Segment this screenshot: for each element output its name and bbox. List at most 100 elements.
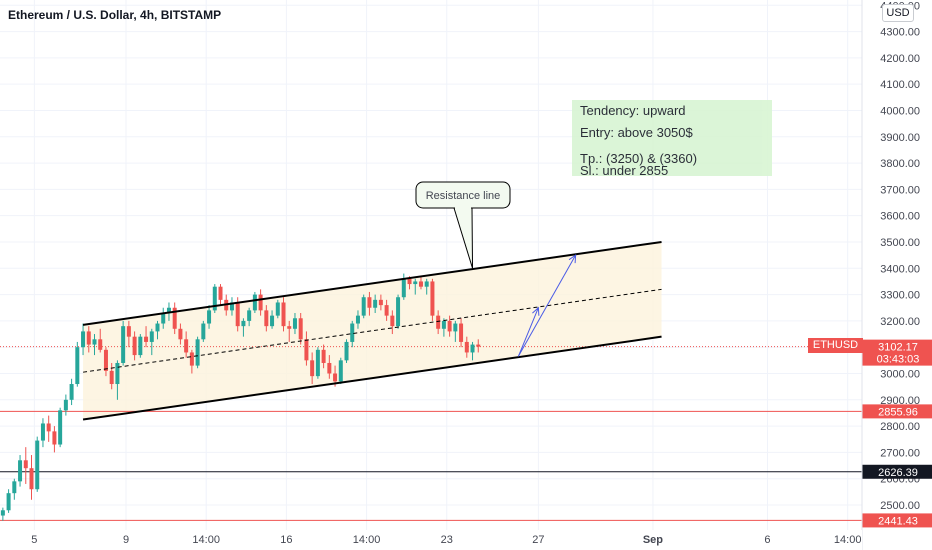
time-tick-label: 14:00 [834,534,862,546]
price-label-bg [862,404,932,419]
candle-body [195,339,200,366]
price-label: 2855.96 [878,406,918,418]
candle-body [453,323,458,332]
note-tp: Tp.: (3250) & (3360) [580,151,698,166]
price-tick-label: 4300.00 [880,27,920,39]
candle-body [436,315,441,329]
trade-plan-note[interactable]: Tendency: upward Entry: above 3050$ Tp.:… [572,100,772,178]
candle-body [252,294,257,311]
candle-body [201,323,206,340]
candle-body [207,310,212,324]
callout-pointer [453,207,474,269]
candle-body [264,310,269,327]
candle-body [396,297,401,327]
candle-body [35,440,40,490]
candles-layer [0,273,481,521]
channel-fill [83,241,662,420]
resistance-line [82,240,662,326]
candle-body [149,331,154,342]
time-tick-label: Sep [643,534,663,546]
candle-body [321,349,326,363]
candle-body [126,326,131,337]
drawings-layer: Resistance line [82,181,662,421]
candle-body [121,326,126,363]
candle-body [69,384,74,400]
price-tick-label: 3300.00 [880,290,920,302]
candle-body [292,318,297,329]
time-tick-label: 14:00 [192,534,220,546]
price-label-bg [862,464,932,479]
candle-body [155,323,160,332]
candle-body [430,281,435,316]
candle-body [109,370,114,385]
candle-body [178,328,183,340]
candle-body [373,299,378,308]
candle-body [81,331,86,348]
candle-body [287,326,292,329]
time-tick-label: 5 [31,534,37,546]
candle-body [103,349,108,371]
callout-join [455,206,471,210]
candle-body [384,305,389,316]
price-tick-label: 3000.00 [880,368,920,380]
candle-body [58,410,63,445]
candle-body [476,344,481,347]
price-tick-label: 4100.00 [880,79,920,91]
candle-body [390,315,395,327]
candle-body [378,299,383,306]
candle-body [161,313,166,324]
time-tick-label: 23 [441,534,453,546]
candle-body [401,278,406,298]
candle-body [407,278,412,285]
support-line [82,335,662,421]
price-tick-label: 4200.00 [880,53,920,65]
candle-body [459,323,464,342]
chart-grid [0,0,862,530]
candle-body [367,297,372,308]
time-tick-label: 16 [280,534,292,546]
candle-body [115,362,120,385]
candle-body [355,315,360,324]
candle-body [350,323,355,342]
candle-body [464,341,469,353]
price-tick-label: 2700.00 [880,447,920,459]
candle-body [189,352,194,366]
candle-body [92,339,97,345]
price-tick-label: 4000.00 [880,105,920,117]
price-label-bg [862,339,932,366]
candle-body [218,286,223,300]
price-label-bg [862,513,932,528]
note-tendency: Tendency: upward [580,103,686,118]
candle-body [338,360,343,382]
note-sl: Sl.: under 2855 [580,163,669,178]
price-tick-label: 3200.00 [880,316,920,328]
candle-body [344,341,349,361]
price-tick-label: 3500.00 [880,237,920,249]
candle-body [212,286,217,311]
candle-body [98,339,103,350]
symbol-badge: ETHUSD [808,338,863,353]
candle-body [46,423,51,432]
candle-body [327,362,332,374]
candle-body [247,310,252,321]
candle-body [424,281,429,287]
time-tick-label: 6 [764,534,770,546]
candle-countdown: 03:43:03 [877,354,920,366]
candle-body [184,339,189,353]
candle-body [333,373,338,382]
candle-body [132,336,137,356]
price-tick-label: 2800.00 [880,421,920,433]
price-tick-label: 3900.00 [880,132,920,144]
price-tick-label: 2900.00 [880,395,920,407]
price-tick-label: 2500.00 [880,500,920,512]
candle-body [241,320,246,327]
currency-button[interactable]: USD [882,4,914,22]
candle-body [315,349,320,377]
candle-body [12,481,17,494]
channel-midline [82,288,662,373]
candle-body [447,320,452,332]
candle-body [235,302,240,327]
time-axis: 5 9 14:00 16 14:00 23 27 Sep 6 14:00 [0,530,862,550]
target-arrow [517,307,539,357]
